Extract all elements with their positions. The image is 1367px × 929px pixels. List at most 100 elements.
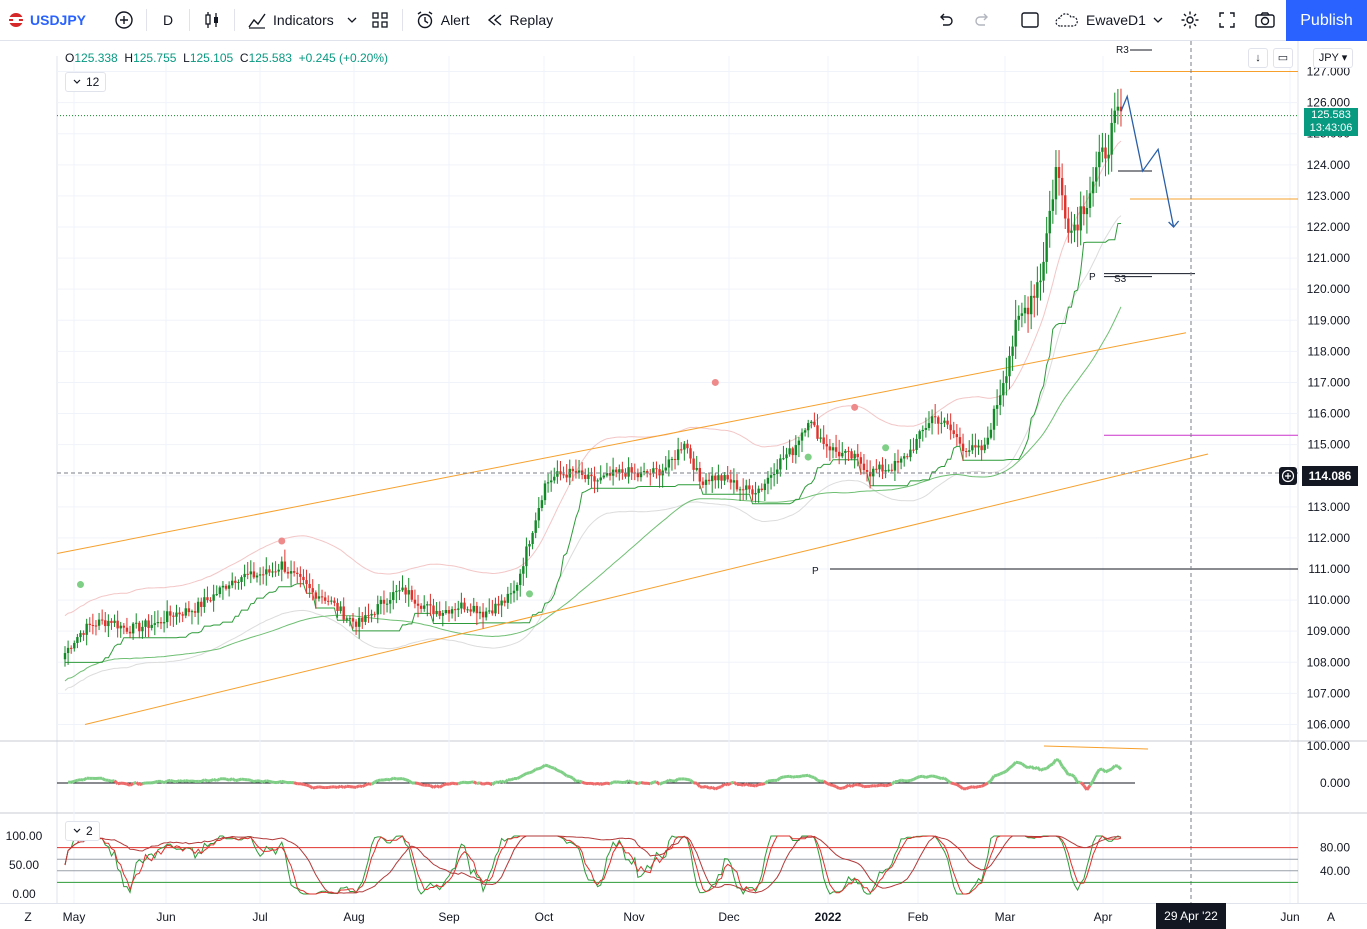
candle-body	[190, 611, 194, 613]
layouts-button[interactable]	[362, 0, 398, 41]
chevron-down-icon	[73, 79, 81, 84]
candle-body	[73, 642, 76, 649]
candle	[1054, 150, 1058, 215]
candle-body	[258, 574, 262, 576]
candle-body	[772, 473, 776, 476]
auto-scale-button[interactable]: A	[1326, 910, 1336, 924]
oscillator-segment	[965, 786, 970, 791]
oscillator-segment	[1057, 759, 1064, 767]
candle-body	[215, 594, 218, 596]
candle-body	[618, 469, 621, 473]
oscillator-segment	[151, 780, 156, 785]
oscillator-segment	[179, 779, 184, 783]
undo-button[interactable]	[928, 0, 962, 41]
candle-body	[357, 617, 361, 627]
oscillator-segment	[1020, 762, 1026, 768]
maximize-pane-button[interactable]: ▭	[1273, 48, 1293, 68]
candle-body	[221, 585, 225, 588]
candle-body	[704, 479, 708, 485]
oscillator-segment	[739, 782, 744, 787]
alert-button[interactable]: Alert	[407, 0, 478, 41]
candle	[200, 597, 203, 617]
oscillator-segment	[695, 782, 701, 788]
candle-body	[63, 653, 67, 660]
candle-body	[695, 468, 698, 470]
oscillator-segment	[101, 777, 107, 782]
snapshot-button[interactable]	[1246, 0, 1284, 41]
indicators-button[interactable]: Indicators	[239, 0, 342, 41]
settings-button[interactable]	[1172, 0, 1208, 41]
oscillator-segment	[417, 781, 422, 786]
candle	[1116, 88, 1120, 125]
scroll-down-button[interactable]: ↓	[1248, 48, 1268, 68]
divider	[401, 9, 403, 31]
symbol-search[interactable]: USDJPY	[0, 0, 94, 41]
candle-body	[797, 440, 801, 446]
candle-body	[416, 603, 420, 606]
publish-button[interactable]: Publish	[1286, 0, 1367, 41]
candle-body	[1045, 233, 1048, 262]
oscillator-segment	[1008, 764, 1014, 770]
candle-body	[1057, 167, 1061, 178]
x-tick-label: Feb	[907, 910, 929, 924]
chart-type-button[interactable]	[194, 0, 230, 41]
plus-circle-icon[interactable]	[1279, 467, 1297, 485]
high-key: H	[124, 51, 134, 65]
compare-button[interactable]	[106, 0, 142, 41]
timezone-button[interactable]: Z	[24, 910, 32, 924]
candle	[872, 466, 875, 487]
candle-body	[912, 449, 915, 451]
indicators-toggle[interactable]: 12	[65, 72, 107, 92]
candle	[971, 433, 974, 455]
indicator-templates-button[interactable]	[342, 0, 362, 41]
fullscreen-select-button[interactable]	[1012, 0, 1048, 41]
oscillator-segment	[132, 781, 137, 785]
candle	[73, 640, 76, 652]
oscillator-segment	[442, 782, 447, 787]
time-axis[interactable]: May Jun Jul Aug Sep Oct Nov Dec 2022 Feb Mar Apr Jun…	[0, 903, 1367, 929]
candle	[190, 609, 194, 625]
candle-body	[144, 620, 147, 627]
price-chart[interactable]: R3 P S3 P 100.000 0.000 100.00 50.00 0.00 80.00…	[0, 41, 1367, 903]
candle	[252, 562, 256, 580]
candle-body	[469, 609, 472, 612]
oscillator-segment	[1011, 761, 1017, 767]
candle-body	[937, 417, 940, 424]
candle-body	[91, 625, 95, 627]
redo-button[interactable]	[966, 0, 1000, 41]
layout-menu-button[interactable]: EwaveD1	[1046, 0, 1172, 41]
x-tick-label: May	[62, 910, 86, 924]
candle	[553, 467, 556, 484]
candle	[862, 454, 866, 475]
candle-body	[543, 483, 547, 501]
candle-body	[261, 574, 265, 576]
candle	[915, 434, 918, 454]
candle	[113, 614, 116, 627]
candle-body	[212, 594, 215, 601]
pane3-toggle[interactable]: 2	[65, 821, 100, 841]
candle-body	[689, 448, 692, 459]
candle-body	[559, 471, 562, 475]
oscillator-segment	[937, 776, 942, 780]
oscillator-segment	[535, 767, 540, 771]
candle	[370, 609, 373, 623]
candle	[658, 464, 661, 488]
oscillator-segment	[241, 777, 245, 782]
candle	[107, 614, 110, 638]
interval-button[interactable]: D	[151, 0, 185, 41]
candle-body	[627, 467, 630, 477]
oscillator-segment	[318, 785, 323, 789]
candle-body	[952, 430, 955, 435]
currency-select[interactable]: JPY ▾	[1313, 48, 1353, 68]
candle-body	[488, 610, 491, 612]
candle-body	[757, 488, 760, 494]
replay-button[interactable]: Replay	[478, 0, 562, 41]
fullscreen-button[interactable]	[1210, 0, 1244, 41]
stochastic-pane: 100.00 50.00 0.00 80.00 40.00	[6, 829, 1351, 901]
candle	[745, 479, 748, 500]
y-tick-label: 115.000	[1308, 438, 1351, 452]
candle-body	[602, 475, 606, 478]
candle	[893, 453, 897, 481]
alert-label: Alert	[440, 12, 470, 28]
candle	[652, 461, 655, 478]
